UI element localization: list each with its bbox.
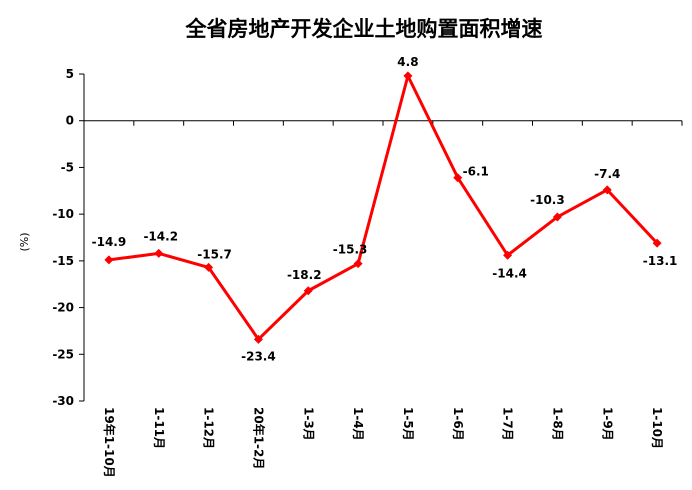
x-tick-label: 1-10月: [650, 407, 664, 449]
series-line-group: [104, 71, 662, 344]
data-label: 4.8: [397, 55, 418, 69]
chart-title: 全省房地产开发企业土地购置面积增速: [185, 17, 543, 41]
data-point-marker: [154, 248, 164, 258]
y-tick-label: -30: [52, 394, 74, 408]
data-label: -18.2: [287, 268, 322, 282]
x-tick-label: 1-5月: [401, 407, 415, 441]
data-label: -23.4: [241, 349, 276, 363]
y-tick-label: 5: [66, 67, 74, 81]
data-label: -14.9: [92, 235, 127, 249]
data-label: -14.4: [492, 266, 527, 280]
y-tick-label: -10: [52, 207, 74, 221]
y-tick-label: -25: [52, 347, 74, 361]
data-label: -15.7: [197, 247, 232, 261]
x-tick-label: 1-4月: [351, 407, 365, 441]
data-point-marker: [652, 238, 662, 248]
data-point-marker: [403, 71, 413, 81]
x-tick-label: 20年1-2月: [251, 407, 266, 469]
x-tick-label: 1-12月: [202, 407, 216, 449]
x-tick-label: 1-8月: [550, 407, 564, 441]
chart-axes: 5 0 -5 -10 -15 -20 -25 -30 19年1-10月 1-11月 1-12月 20年…: [52, 67, 683, 478]
data-label: -6.1: [463, 165, 489, 179]
data-point-marker: [552, 212, 562, 222]
data-point-marker: [303, 286, 313, 296]
series-line: [108, 74, 659, 341]
x-tick-label: 1-9月: [600, 407, 614, 441]
y-tick-label: -20: [52, 301, 74, 315]
x-tick-label: 1-11月: [152, 407, 166, 449]
y-tick-label: -15: [52, 254, 74, 268]
data-point-marker: [104, 255, 114, 265]
x-tick-label: 1-7月: [501, 407, 515, 441]
x-tick-label: 19年1-10月: [102, 407, 117, 478]
y-tick-label: -5: [61, 160, 74, 174]
data-point-marker: [253, 334, 263, 344]
data-label: -13.1: [643, 254, 678, 268]
data-labels-group: -14.9 -14.2 -15.7 -23.4 -18.2 -15.3 4.8 -6.1 -14…: [92, 55, 678, 363]
data-label: -14.2: [143, 229, 178, 243]
x-tick-label: 1-3月: [301, 407, 315, 441]
x-tick-label: 1-6月: [451, 407, 465, 441]
data-label: -15.3: [333, 243, 368, 257]
y-tick-label: 0: [66, 114, 74, 128]
data-point-marker: [453, 173, 463, 183]
data-label: -7.4: [594, 167, 620, 181]
data-point-marker: [503, 250, 513, 260]
data-point-marker: [204, 262, 214, 272]
data-label: -10.3: [530, 193, 565, 207]
data-point-marker: [602, 185, 612, 195]
y-axis-label: (%): [18, 232, 31, 251]
data-point-marker: [353, 259, 363, 269]
